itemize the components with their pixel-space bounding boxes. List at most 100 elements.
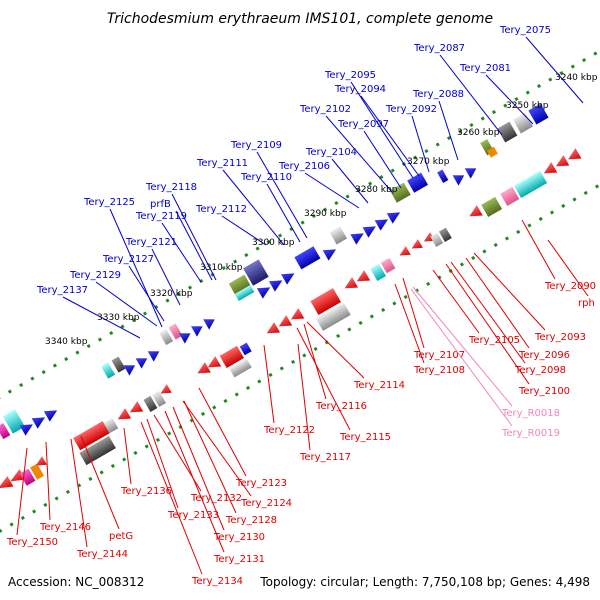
gene-label-tery-2088[interactable]: Tery_2088 [412,89,464,100]
leader-line-tery-2124 [182,400,252,497]
gene-label-tery-2081[interactable]: Tery_2081 [459,63,511,74]
gene-feature-reverse-arrow [197,362,211,374]
gene-label-tery-2150[interactable]: Tery_2150 [6,537,58,548]
gene-label-tery-2121[interactable]: Tery_2121 [125,237,177,248]
gene-feature-reverse-arrow [568,148,582,160]
leader-line-tery-2125 [109,208,163,328]
leader-line-tery-2136 [123,427,132,485]
gene-label-tery-2117[interactable]: Tery_2117 [299,452,351,463]
gene-label-tery-2104[interactable]: Tery_2104 [305,147,357,158]
gene-label-tery-r0019[interactable]: Tery_R0019 [501,428,560,439]
kbp-label-3300-kbp: 3300 kbp [252,238,295,248]
gene-feature-reverse-arrow [160,384,172,394]
gene-label-tery-2107[interactable]: Tery_2107 [413,350,465,361]
gene-label-tery-2146[interactable]: Tery_2146 [39,522,91,533]
feature-band [0,103,582,489]
gene-label-tery-2122[interactable]: Tery_2122 [263,425,315,436]
gene-feature-reverse-arrow [555,155,570,167]
gene-label-tery-2075[interactable]: Tery_2075 [499,25,551,36]
gene-feature-forward-arrow [350,233,364,245]
gene-label-tery-2134[interactable]: Tery_2134 [191,576,243,587]
gene-label-tery-2125[interactable]: Tery_2125 [83,197,135,208]
gene-label-prfb[interactable]: prfB [150,199,171,210]
gene-feature-box [73,421,110,451]
gene-label-tery-2131[interactable]: Tery_2131 [213,554,265,565]
gene-label-tery-r0018[interactable]: Tery_R0018 [501,408,560,419]
leader-line-tery-2134 [140,421,203,575]
gene-label-tery-2109[interactable]: Tery_2109 [230,140,282,151]
gene-feature-reverse-arrow [356,270,371,282]
gene-label-tery-2132[interactable]: Tery_2132 [190,493,242,504]
gene-label-tery-2097[interactable]: Tery_2097 [337,119,389,130]
leader-line-tery-2112 [221,215,267,246]
gene-feature-forward-arrow [43,410,58,422]
gene-label-rph[interactable]: rph [578,298,595,309]
gene-label-tery-2098[interactable]: Tery_2098 [514,365,566,376]
gene-label-tery-2137[interactable]: Tery_2137 [36,285,88,296]
gene-label-tery-2090[interactable]: Tery_2090 [544,281,596,292]
gene-label-tery-2136[interactable]: Tery_2136 [120,486,172,497]
gene-label-tery-2093[interactable]: Tery_2093 [534,332,586,343]
gene-label-tery-2114[interactable]: Tery_2114 [353,380,405,391]
gene-label-petg[interactable]: petG [109,531,133,542]
gene-feature-box [103,417,119,434]
gene-label-tery-2111[interactable]: Tery_2111 [196,158,248,169]
gene-label-tery-2087[interactable]: Tery_2087 [413,43,465,54]
map-title: Trichodesmium erythraeum IMS101, complet… [107,11,493,27]
gene-feature-box [514,178,534,198]
gene-label-tery-2128[interactable]: Tery_2128 [225,515,277,526]
leader-line-tery-2107 [402,277,425,349]
gene-feature-box [497,121,518,143]
gene-label-tery-2127[interactable]: Tery_2127 [102,254,154,265]
leader-line-tery-2100 [445,263,530,385]
gene-feature-box [143,395,158,412]
gene-label-tery-2094[interactable]: Tery_2094 [334,84,386,95]
gene-feature-reverse-arrow [278,315,293,327]
gene-feature-box [239,342,252,356]
leader-line-tery-2131 [164,410,225,553]
kbp-label-3260-kbp: 3260 kbp [457,128,500,138]
gene-label-tery-2133[interactable]: Tery_2133 [167,510,219,521]
gene-label-tery-2116[interactable]: Tery_2116 [315,401,367,412]
genome-axis [0,29,600,553]
forward-tick-track [0,29,600,453]
gene-label-tery-2108[interactable]: Tery_2108 [413,365,465,376]
gene-label-tery-2110[interactable]: Tery_2110 [240,172,292,183]
gene-label-tery-2102[interactable]: Tery_2102 [299,104,351,115]
gene-label-tery-2105[interactable]: Tery_2105 [468,335,520,346]
gene-feature-forward-arrow [135,358,148,369]
gene-label-tery-2096[interactable]: Tery_2096 [518,350,570,361]
gene-feature-reverse-arrow [411,239,423,249]
gene-label-tery-2092[interactable]: Tery_2092 [385,104,437,115]
gene-feature-box [526,170,548,191]
gene-feature-box [437,169,449,183]
gene-label-tery-2115[interactable]: Tery_2115 [339,432,391,443]
leader-line-tery-2122 [263,344,275,424]
gene-feature-reverse-arrow [10,469,26,482]
leader-line-tery-2132 [153,414,202,492]
gene-label-tery-2112[interactable]: Tery_2112 [195,204,247,215]
gene-feature-box [234,285,255,301]
gene-label-tery-2118[interactable]: Tery_2118 [145,182,197,193]
gene-feature-forward-arrow [256,287,271,299]
gene-label-tery-2100[interactable]: Tery_2100 [518,386,570,397]
gene-label-tery-2124[interactable]: Tery_2124 [240,498,292,509]
leader-line-tery-2144 [70,438,88,548]
gene-label-tery-2144[interactable]: Tery_2144 [76,549,128,560]
gene-feature-box [310,288,341,315]
gene-feature-reverse-arrow [344,277,359,289]
kbp-label-3240-kbp: 3240 kbp [555,73,598,83]
gene-label-tery-2130[interactable]: Tery_2130 [213,532,265,543]
gene-label-tery-2129[interactable]: Tery_2129 [69,270,121,281]
kbp-label-3310-kbp: 3310 kbp [200,263,243,273]
gene-label-tery-2119[interactable]: Tery_2119 [135,211,187,222]
leader-line-tery-2096 [465,257,530,349]
gene-label-tery-2106[interactable]: Tery_2106 [278,161,330,172]
gene-feature-box [294,246,321,270]
gene-label-tery-2123[interactable]: Tery_2123 [235,478,287,489]
leader-line-rph [547,239,589,297]
gene-feature-reverse-arrow [469,205,483,217]
leader-line-tery-2088 [438,100,459,161]
gene-label-tery-2095[interactable]: Tery_2095 [324,70,376,81]
kbp-label-3270-kbp: 3270 kbp [407,157,450,167]
